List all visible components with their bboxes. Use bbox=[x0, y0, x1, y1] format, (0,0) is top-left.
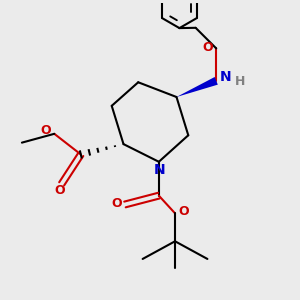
Text: O: O bbox=[41, 124, 51, 137]
Text: O: O bbox=[178, 205, 189, 218]
Text: O: O bbox=[54, 184, 64, 197]
Text: H: H bbox=[235, 75, 245, 88]
Text: O: O bbox=[111, 197, 122, 210]
Text: N: N bbox=[220, 70, 232, 84]
Text: O: O bbox=[202, 41, 213, 54]
Polygon shape bbox=[176, 77, 218, 97]
Text: N: N bbox=[154, 163, 165, 177]
